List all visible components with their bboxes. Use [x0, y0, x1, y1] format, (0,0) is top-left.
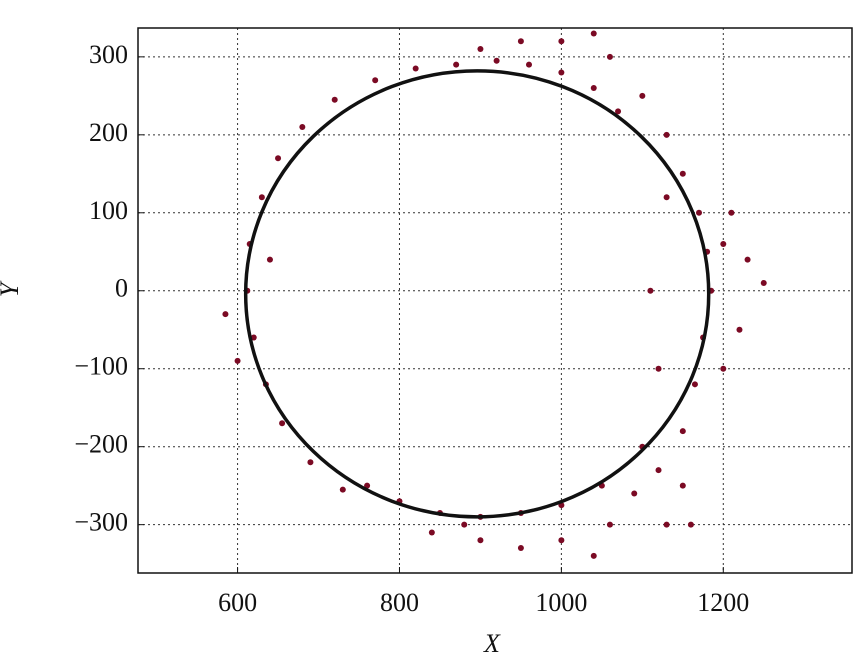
- point: [631, 490, 638, 497]
- point: [655, 365, 662, 372]
- point: [590, 552, 597, 559]
- point: [687, 521, 694, 528]
- x-axis-label: X: [483, 629, 501, 658]
- point: [590, 30, 597, 37]
- point: [679, 428, 686, 435]
- point: [639, 92, 646, 99]
- fit-circle: [243, 69, 711, 519]
- point: [364, 482, 371, 489]
- point: [266, 256, 273, 263]
- point: [760, 279, 767, 286]
- point: [372, 77, 379, 84]
- point: [606, 53, 613, 60]
- y-tick-label: 100: [89, 196, 128, 225]
- point: [493, 57, 500, 64]
- point: [720, 240, 727, 247]
- point: [606, 521, 613, 528]
- point: [736, 326, 743, 333]
- y-tick-label: −100: [74, 352, 128, 381]
- y-tick-label: 300: [89, 40, 128, 69]
- point: [590, 85, 597, 92]
- point: [258, 194, 265, 201]
- point: [615, 108, 622, 115]
- point: [663, 521, 670, 528]
- point: [477, 46, 484, 53]
- point: [222, 311, 229, 318]
- point: [679, 482, 686, 489]
- point: [517, 38, 524, 45]
- point: [744, 256, 751, 263]
- point: [477, 537, 484, 544]
- point: [307, 459, 314, 466]
- y-tick-label: −300: [74, 508, 128, 537]
- point: [339, 486, 346, 493]
- point: [412, 65, 419, 72]
- point: [647, 287, 654, 294]
- point: [691, 381, 698, 388]
- point: [655, 467, 662, 474]
- point: [275, 155, 282, 162]
- x-tick-label: 1200: [697, 588, 749, 617]
- y-tick-label: 0: [115, 274, 128, 303]
- point: [234, 357, 241, 364]
- point: [663, 194, 670, 201]
- point: [558, 69, 565, 76]
- point: [663, 131, 670, 138]
- point: [720, 365, 727, 372]
- point: [250, 334, 257, 341]
- point: [679, 170, 686, 177]
- y-axis-label: Y: [0, 280, 24, 297]
- point: [558, 537, 565, 544]
- plot-frame: [137, 27, 853, 574]
- point: [526, 61, 532, 68]
- point: [696, 209, 702, 216]
- x-tick-label: 800: [380, 588, 419, 617]
- x-tick-label: 600: [218, 588, 257, 617]
- point: [428, 529, 435, 536]
- point: [453, 61, 460, 68]
- point: [558, 38, 565, 45]
- y-tick-label: −200: [74, 430, 128, 459]
- point: [728, 209, 735, 216]
- point: [517, 545, 524, 552]
- y-tick-label: 200: [89, 118, 128, 147]
- point: [331, 96, 338, 103]
- x-tick-label: 1000: [535, 588, 587, 617]
- point: [461, 521, 468, 528]
- point: [299, 124, 306, 131]
- point: [279, 420, 286, 427]
